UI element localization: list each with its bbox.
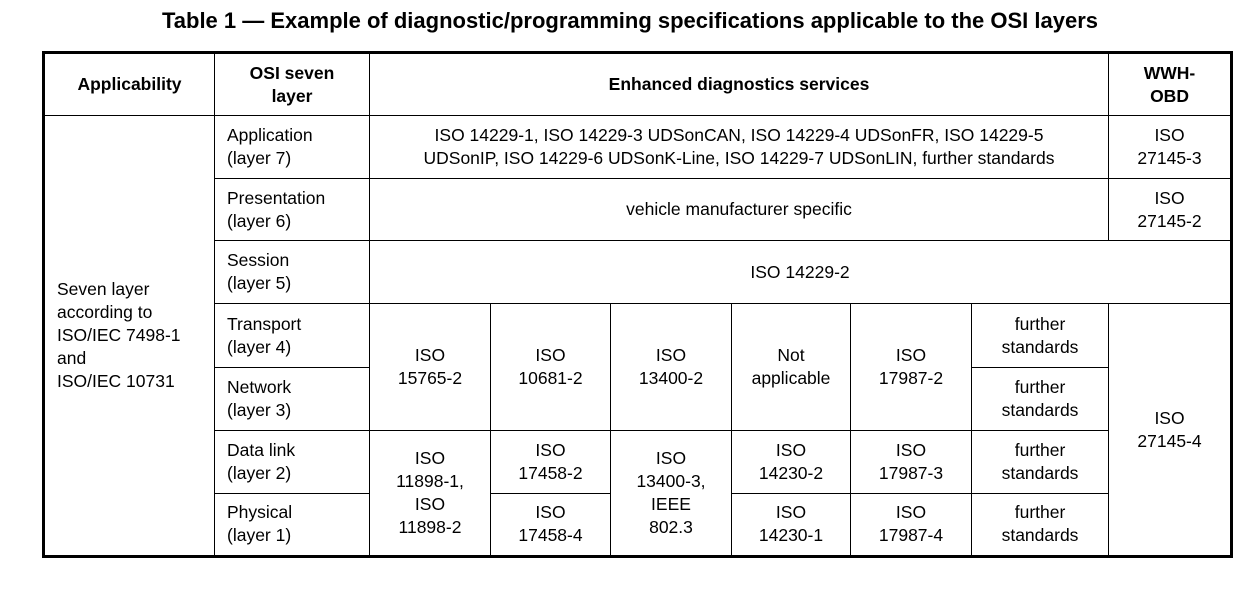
network-cell-6: further standards — [970, 366, 1110, 431]
physical-cell-5: ISO 17987-4 — [850, 492, 972, 558]
layer-datalink: Data link (layer 2) — [214, 429, 370, 494]
table-title: Table 1 — Example of diagnostic/programm… — [161, 8, 1099, 33]
layer-presentation: Presentation (layer 6) — [214, 178, 370, 242]
wwh-lower-layers: ISO 27145-4 — [1108, 303, 1233, 557]
wwh-presentation: ISO 27145-2 — [1108, 178, 1233, 242]
row-application: Seven layer according to ISO/IEC 7498-1 … — [43, 115, 1233, 557]
dp-cell-3: ISO 13400-3, IEEE 802.3 — [610, 429, 732, 558]
application-services: ISO 14229-1, ISO 14229-3 UDSonCAN, ISO 1… — [368, 115, 1110, 180]
datalink-cell-4: ISO 14230-2 — [731, 429, 851, 494]
layer-session: Session (layer 5) — [214, 240, 370, 305]
session-services: ISO 14229-2 — [368, 240, 1233, 305]
presentation-services: vehicle manufacturer specific — [368, 178, 1110, 242]
datalink-cell-2: ISO 17458-2 — [490, 429, 611, 494]
row-physical: Physical (layer 1) ISO 17458-4 ISO 14230… — [44, 492, 1232, 558]
row-session: Session (layer 5) ISO 14229-2 — [44, 240, 1233, 305]
header-enhanced-diagnostics: Enhanced diagnostics services — [368, 51, 1110, 117]
tn-cell-5: ISO 17987-2 — [850, 303, 972, 431]
header-row: Applicability OSI seven layer Enhanced d… — [43, 51, 1233, 117]
row-presentation: Presentation (layer 6) vehicle manufactu… — [44, 178, 1233, 242]
header-wwh-obd: WWH- OBD — [1108, 51, 1233, 117]
layer-physical: Physical (layer 1) — [214, 492, 370, 558]
layer-application: Application (layer 7) — [214, 115, 370, 180]
tn-cell-3: ISO 13400-2 — [610, 303, 732, 431]
wwh-application: ISO 27145-3 — [1108, 115, 1233, 180]
layer-network: Network (layer 3) — [214, 366, 370, 431]
row-network: Network (layer 3) further standards — [44, 366, 1232, 431]
tn-cell-2: ISO 10681-2 — [490, 303, 611, 431]
layer-transport: Transport (layer 4) — [214, 303, 370, 368]
datalink-cell-5: ISO 17987-3 — [850, 429, 972, 494]
physical-cell-6: further standards — [970, 492, 1110, 558]
tn-cell-4: Not applicable — [731, 303, 851, 431]
row-datalink: Data link (layer 2) ISO 11898-1, ISO 118… — [44, 429, 1232, 558]
row-transport: Transport (layer 4) ISO 15765-2 ISO 1068… — [44, 303, 1233, 557]
physical-cell-2: ISO 17458-4 — [490, 492, 611, 558]
osi-specifications-table: Applicability OSI seven layer Enhanced d… — [42, 51, 1234, 558]
physical-cell-4: ISO 14230-1 — [731, 492, 851, 558]
header-applicability: Applicability — [43, 51, 215, 117]
applicability-cell: Seven layer according to ISO/IEC 7498-1 … — [43, 115, 215, 557]
header-osi-layer: OSI seven layer — [214, 51, 370, 117]
datalink-cell-6: further standards — [970, 429, 1110, 494]
tn-cell-1: ISO 15765-2 — [369, 303, 491, 431]
transport-cell-6: further standards — [970, 303, 1110, 368]
dp-cell-1: ISO 11898-1, ISO 11898-2 — [369, 429, 491, 558]
